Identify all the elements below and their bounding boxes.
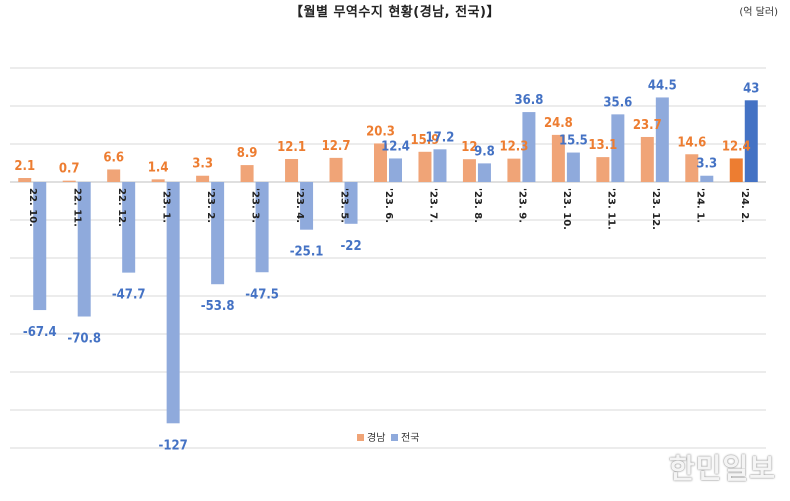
value-label-gyeongnam: 12.7	[322, 139, 351, 154]
value-label-gyeongnam: 12.3	[499, 140, 528, 155]
value-label-gyeongnam: 8.9	[237, 146, 258, 161]
bar-gyeongnam	[151, 179, 165, 182]
category-tick: '23. 6.	[383, 188, 394, 223]
value-label-gyeongnam: 2.1	[14, 159, 35, 174]
bar-national	[389, 158, 402, 182]
bar-gyeongnam	[418, 151, 432, 182]
value-label-national: 36.8	[514, 93, 543, 108]
bar-gyeongnam	[18, 178, 32, 182]
bar-national	[255, 182, 269, 273]
category-tick: '23. 4.	[294, 188, 305, 223]
bar-national	[300, 182, 314, 230]
category-tick: '23. 5.	[339, 188, 350, 223]
unit-label: (억 달러)	[739, 7, 778, 18]
legend: 경남 전국	[357, 431, 419, 444]
value-label-national: -25.1	[290, 245, 324, 260]
value-label-national: -47.7	[112, 288, 146, 303]
value-label-gyeongnam: 1.4	[148, 160, 169, 175]
value-label-national: -22	[340, 239, 361, 254]
legend-label-gyeongnam: 경남	[367, 431, 385, 444]
value-label-national: -70.8	[67, 332, 101, 347]
value-label-national: -67.4	[23, 325, 57, 340]
category-tick: 22. 10.	[27, 188, 38, 227]
category-tick: 22. 12.	[116, 188, 127, 227]
value-label-gyeongnam: 20.3	[366, 124, 395, 139]
grid-lines	[10, 67, 766, 449]
bar-national	[744, 100, 758, 182]
bar-gyeongnam	[62, 180, 76, 182]
bar-gyeongnam	[640, 136, 654, 182]
category-tick: '23. 10.	[561, 188, 572, 230]
bar-national	[33, 182, 47, 311]
bar-gyeongnam	[240, 165, 254, 182]
bar-national	[344, 182, 358, 224]
value-label-gyeongnam: 0.7	[59, 162, 80, 177]
category-tick: '23. 2.	[205, 188, 216, 223]
bar-national	[477, 163, 491, 182]
bar-gyeongnam	[551, 134, 565, 182]
bar-national	[700, 175, 714, 182]
category-tick: '23. 12.	[650, 188, 661, 230]
bar-gyeongnam	[374, 143, 387, 182]
chart-title: 【월별 무역수지 현황(경남, 전국)】	[290, 5, 500, 20]
value-label-national: 9.8	[474, 144, 495, 159]
bars	[18, 97, 758, 424]
value-label-gyeongnam: 3.3	[192, 157, 213, 172]
value-label-national: -47.5	[245, 287, 279, 302]
bar-gyeongnam	[285, 159, 299, 182]
category-tick: '23. 1.	[161, 188, 172, 223]
category-tick: '24. 2.	[739, 188, 750, 223]
bar-gyeongnam	[107, 169, 121, 182]
legend-swatch-national	[391, 434, 398, 441]
value-label-gyeongnam: 12.4	[722, 139, 751, 154]
bar-national	[166, 182, 180, 424]
value-label-gyeongnam: 6.6	[103, 150, 124, 165]
category-tick: '23. 7.	[427, 188, 438, 223]
watermark-logo: 한민일보	[668, 452, 776, 485]
bar-gyeongnam	[596, 157, 610, 182]
bar-gyeongnam	[462, 159, 476, 182]
bar-national	[655, 97, 669, 182]
bar-gyeongnam	[685, 154, 699, 182]
legend-label-national: 전국	[401, 432, 419, 444]
value-label-national: -127	[159, 438, 188, 453]
bar-gyeongnam	[329, 157, 343, 182]
value-label-gyeongnam: 24.8	[544, 116, 573, 131]
category-tick: '23. 8.	[472, 188, 483, 223]
value-label-gyeongnam: 14.6	[677, 135, 706, 150]
bar-national	[522, 112, 536, 182]
value-label-national: 15.5	[559, 134, 588, 149]
bar-gyeongnam	[729, 158, 743, 182]
bar-national	[611, 114, 625, 182]
value-label-gyeongnam: 12	[461, 140, 477, 155]
bar-gyeongnam	[507, 158, 521, 182]
value-label-gyeongnam: 23.7	[633, 118, 662, 133]
bar-national	[122, 182, 136, 273]
category-tick: '23. 11.	[605, 188, 616, 230]
value-label-national: 12.4	[381, 139, 410, 154]
value-label-national: 17.2	[426, 130, 455, 145]
category-tick: '23. 3.	[250, 188, 261, 223]
value-label-national: 35.6	[603, 95, 632, 110]
bar-national	[566, 152, 580, 182]
bar-gyeongnam	[196, 175, 210, 182]
category-ticks: 22. 10. 22. 11. 22. 12. '23. 1. '23. 2. '23. …	[27, 188, 750, 230]
value-label-national: 3.3	[696, 157, 717, 172]
bar-national	[211, 182, 225, 285]
value-label-gyeongnam: 12.1	[277, 140, 306, 155]
value-label-national: -53.8	[201, 299, 235, 314]
legend-swatch-gyeongnam	[357, 434, 364, 441]
bar-national	[433, 149, 447, 182]
value-labels: 2.1 -67.4 0.7 -70.8 6.6 -47.7 1.4 -127 3.3 -53.8 8…	[14, 78, 759, 453]
value-label-national: 43	[743, 81, 759, 96]
value-label-gyeongnam: 15.9	[411, 133, 440, 148]
category-tick: '24. 1.	[694, 188, 705, 223]
category-tick: 22. 11.	[72, 188, 83, 227]
bar-national	[77, 182, 91, 317]
value-label-national: 44.5	[648, 78, 677, 93]
value-label-gyeongnam: 13.1	[588, 138, 617, 153]
category-tick: '23. 9.	[516, 188, 527, 223]
